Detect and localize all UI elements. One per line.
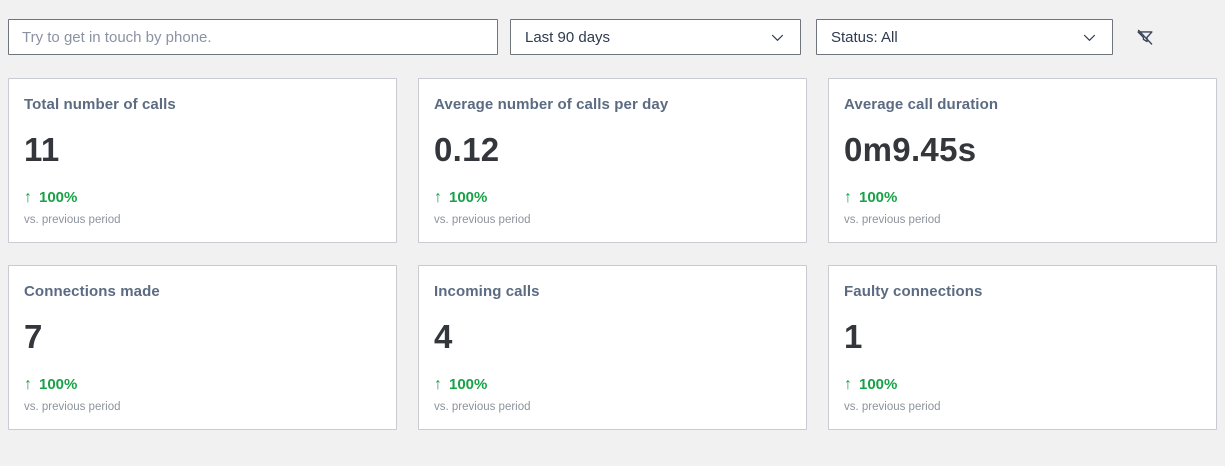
arrow-up-icon: ↑ (844, 189, 852, 206)
search-input[interactable] (8, 19, 498, 55)
card-value: 7 (24, 318, 43, 355)
change-percent: 100% (859, 376, 898, 393)
date-range-select[interactable]: Last 90 days (510, 19, 801, 55)
arrow-up-icon: ↑ (24, 376, 32, 393)
card-comparison: vs. previous period (844, 401, 941, 413)
card-value: 1 (844, 318, 863, 355)
change-percent: 100% (859, 189, 898, 206)
change-percent: 100% (39, 376, 78, 393)
card-title: Average call duration (844, 96, 999, 113)
card-value: 0.12 (434, 131, 500, 168)
change-percent: 100% (449, 189, 488, 206)
status-value: Status: All (831, 28, 898, 46)
arrow-up-icon: ↑ (434, 376, 442, 393)
card-comparison: vs. previous period (434, 401, 531, 413)
card-change: ↑ 100% (844, 190, 1201, 206)
stat-card-faulty-connections: Faulty connections 1 ↑ 100% vs. previous… (828, 265, 1217, 430)
arrow-up-icon: ↑ (24, 189, 32, 206)
card-change: ↑ 100% (24, 377, 381, 393)
stats-grid: Total number of calls 11 ↑ 100% vs. prev… (8, 78, 1217, 430)
chevron-down-icon (771, 34, 784, 41)
stat-card-incoming-calls: Incoming calls 4 ↑ 100% vs. previous per… (418, 265, 807, 430)
card-value: 11 (24, 131, 60, 168)
card-title: Total number of calls (24, 96, 176, 113)
card-title: Average number of calls per day (434, 96, 669, 113)
filter-bar: Last 90 days Status: All (8, 19, 1217, 55)
arrow-up-icon: ↑ (844, 376, 852, 393)
card-value: 0m9.45s (844, 131, 977, 168)
card-change: ↑ 100% (24, 190, 381, 206)
date-range-value: Last 90 days (525, 28, 611, 46)
stat-card-connections-made: Connections made 7 ↑ 100% vs. previous p… (8, 265, 397, 430)
stat-card-total-calls: Total number of calls 11 ↑ 100% vs. prev… (8, 78, 397, 243)
chevron-down-icon (1083, 34, 1096, 41)
card-comparison: vs. previous period (24, 401, 121, 413)
card-title: Incoming calls (434, 283, 540, 300)
arrow-up-icon: ↑ (434, 189, 442, 206)
card-title: Connections made (24, 283, 160, 300)
card-change: ↑ 100% (844, 377, 1201, 393)
clear-filters-button[interactable] (1132, 24, 1158, 50)
card-change: ↑ 100% (434, 377, 791, 393)
change-percent: 100% (39, 189, 78, 206)
card-change: ↑ 100% (434, 190, 791, 206)
card-comparison: vs. previous period (844, 214, 941, 226)
change-percent: 100% (449, 376, 488, 393)
card-title: Faulty connections (844, 283, 983, 300)
card-comparison: vs. previous period (24, 214, 121, 226)
stat-card-avg-calls-per-day: Average number of calls per day 0.12 ↑ 1… (418, 78, 807, 243)
card-value: 4 (434, 318, 453, 355)
card-comparison: vs. previous period (434, 214, 531, 226)
filter-off-icon (1137, 29, 1153, 45)
status-select[interactable]: Status: All (816, 19, 1113, 55)
stat-card-avg-call-duration: Average call duration 0m9.45s ↑ 100% vs.… (828, 78, 1217, 243)
